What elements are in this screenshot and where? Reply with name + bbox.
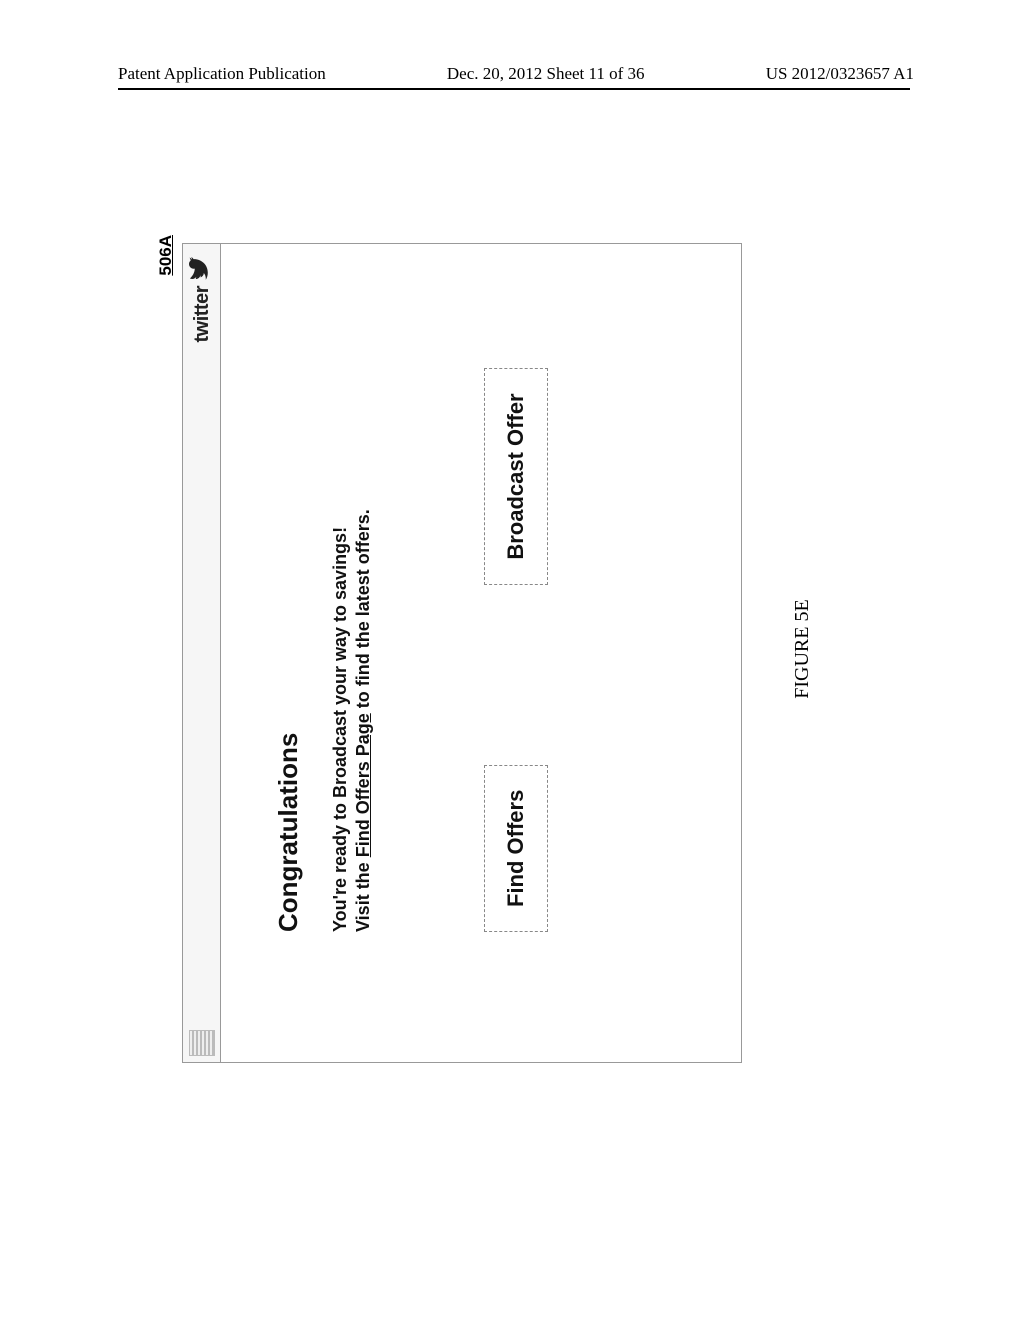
congratulations-heading: Congratulations — [273, 284, 304, 932]
twitter-label: twitter — [191, 286, 214, 343]
body-line-2: Visit the Find Offers Page to find the l… — [353, 284, 374, 932]
body-line-2-suffix: to find the latest offers. — [353, 509, 373, 713]
body-line-2-prefix: Visit the — [353, 857, 373, 932]
twitter-logo: twitter — [189, 256, 215, 343]
titlebar: twitter — [183, 244, 221, 1062]
page-header: Patent Application Publication Dec. 20, … — [0, 64, 1024, 84]
body-line-1: You're ready to Broadcast your way to sa… — [330, 284, 351, 932]
app-window: twitter Congratulations You're ready to … — [182, 243, 742, 1063]
find-offers-page-link[interactable]: Find Offers Page — [353, 713, 373, 857]
reference-number: 506A — [156, 235, 176, 276]
figure-region: 506A twitter Congratulations — [62, 355, 890, 943]
window-body: Congratulations You're ready to Broadcas… — [221, 244, 548, 1062]
twitter-bird-icon — [189, 256, 215, 280]
broadcast-offer-button[interactable]: Broadcast Offer — [484, 368, 548, 584]
header-right: US 2012/0323657 A1 — [766, 64, 914, 84]
button-row: Find Offers Broadcast Offer — [484, 284, 548, 932]
header-left: Patent Application Publication — [118, 64, 326, 84]
header-center: Dec. 20, 2012 Sheet 11 of 36 — [447, 64, 645, 84]
figure-caption: FIGURE 5E — [791, 235, 814, 1063]
window-icon — [189, 1030, 215, 1056]
figure-inner: 506A twitter Congratulations — [182, 235, 770, 1063]
header-rule — [118, 88, 910, 90]
page: Patent Application Publication Dec. 20, … — [0, 0, 1024, 1320]
find-offers-button[interactable]: Find Offers — [484, 765, 548, 932]
